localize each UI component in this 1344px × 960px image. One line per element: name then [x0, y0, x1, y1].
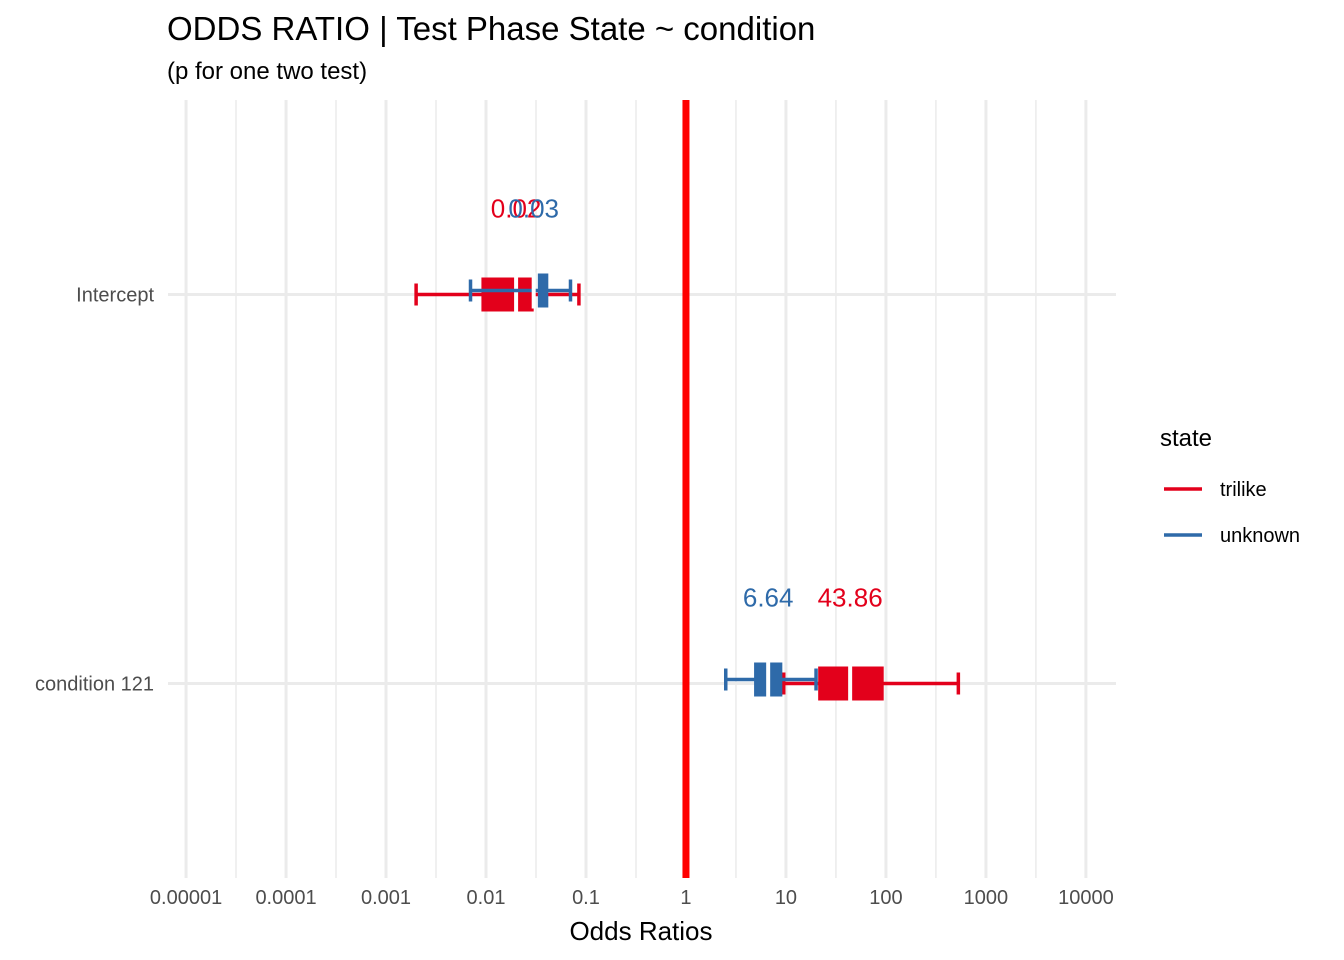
text-layer: 0.00001 0.0001 0.001 0.01 0.1 1 10 100 1000 10000… [35, 194, 1114, 910]
chart-title: ODDS RATIO | Test Phase State ~ conditio… [167, 10, 816, 47]
x-tick-label: 0.01 [467, 887, 506, 909]
x-axis-title: Odds Ratios [569, 916, 712, 946]
data-label: 43.86 [818, 583, 883, 613]
legend-title: state [1160, 425, 1212, 452]
chart-subtitle: (p for one two test) [167, 58, 368, 85]
x-tick-label: 0.001 [361, 887, 411, 909]
ci50-box [537, 273, 549, 308]
data-label: 6.64 [743, 583, 794, 613]
y-tick-label: Intercept [76, 285, 154, 307]
x-tick-label: 0.00001 [150, 887, 222, 909]
x-tick-label: 100 [869, 887, 902, 909]
x-tick-label: 10 [775, 887, 797, 909]
x-tick-label: 0.1 [572, 887, 600, 909]
x-tick-label: 1 [680, 887, 691, 909]
grid-layer [168, 100, 1116, 878]
legend: state trilike unknown [1160, 425, 1300, 547]
legend-label-unknown: unknown [1220, 525, 1300, 547]
x-tick-label: 10000 [1058, 887, 1114, 909]
legend-label-trilike: trilike [1220, 479, 1267, 501]
ci50-box [481, 277, 534, 312]
data-label: 0.03 [508, 194, 559, 224]
x-tick-label: 0.0001 [255, 887, 316, 909]
legend-items: trilike unknown [1164, 479, 1300, 547]
x-tick-label: 1000 [964, 887, 1009, 909]
marks-layer [414, 100, 961, 878]
y-tick-label: condition 121 [35, 674, 154, 696]
data-label: 0.02 [491, 194, 542, 224]
